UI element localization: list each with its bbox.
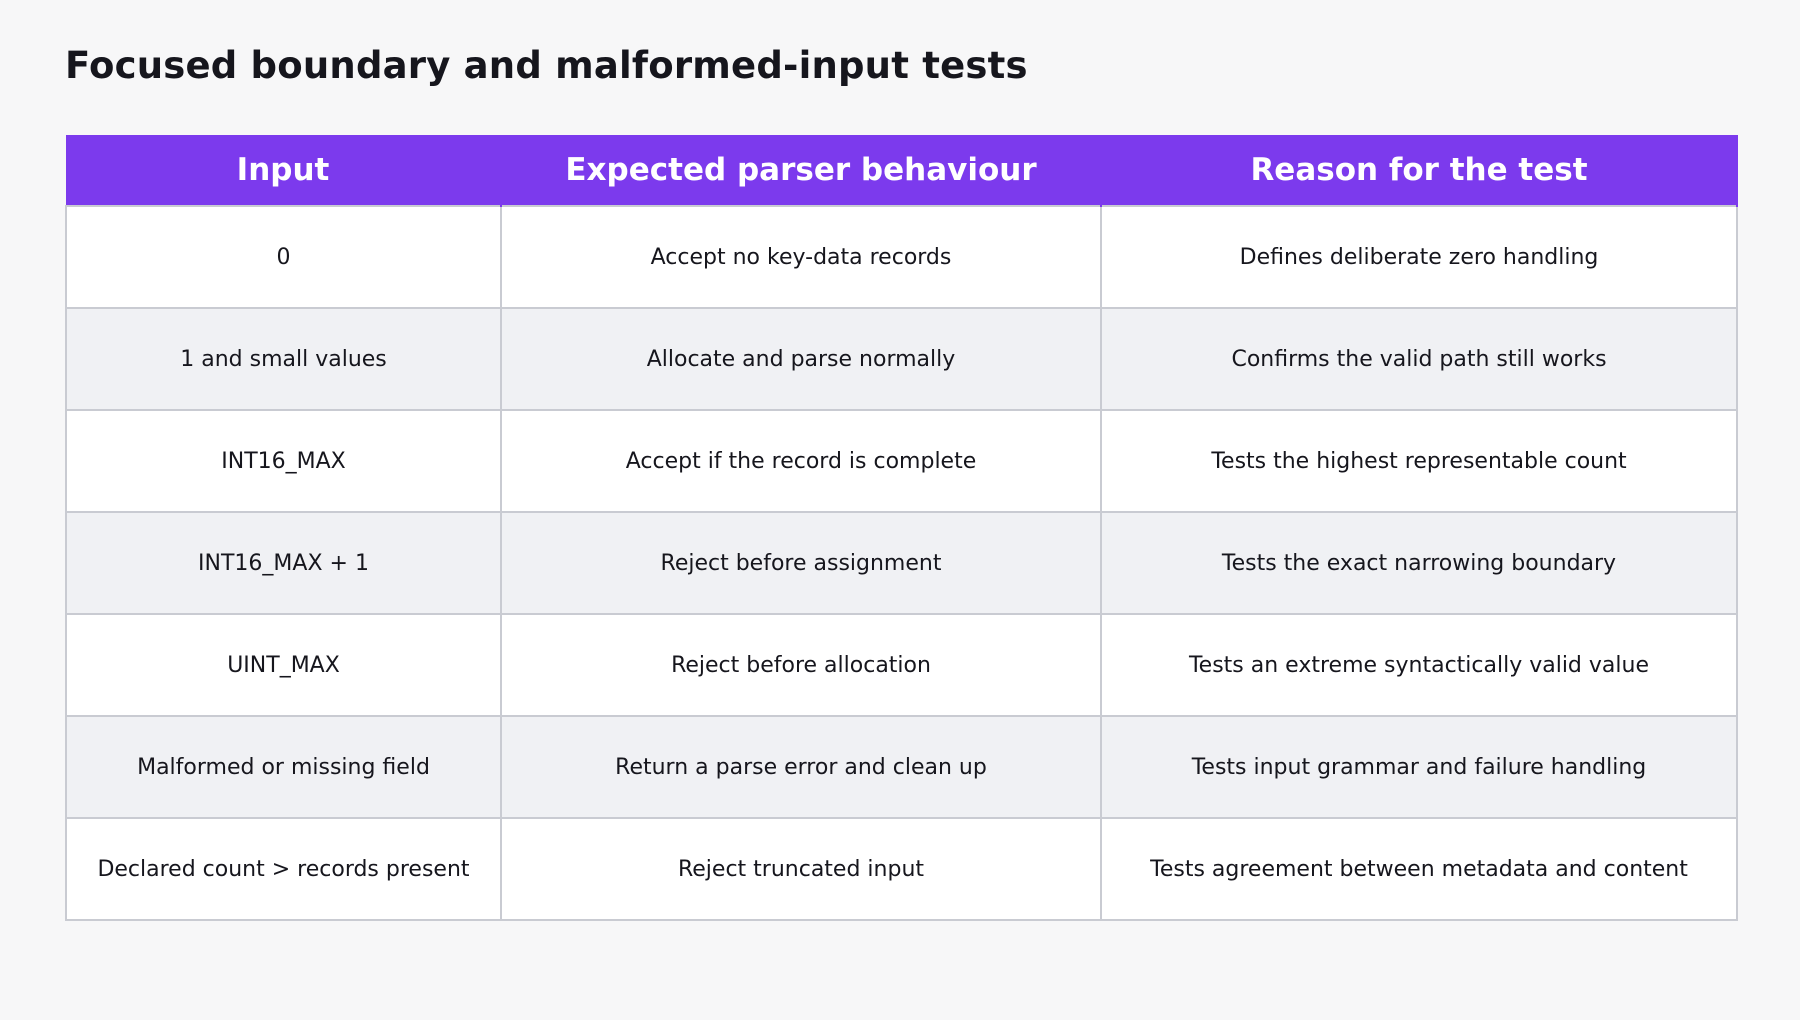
cell-expected-behaviour: Accept no key-data records bbox=[500, 205, 1102, 309]
column-header-input: Input bbox=[66, 135, 502, 206]
test-table: Input Expected parser behaviour Reason f… bbox=[65, 135, 1738, 921]
table-row: INT16_MAX + 1 Reject before assignment T… bbox=[65, 511, 1738, 615]
cell-expected-behaviour: Reject before assignment bbox=[500, 511, 1102, 615]
column-header-expected-behaviour: Expected parser behaviour bbox=[501, 135, 1102, 206]
cell-reason: Tests an extreme syntactically valid val… bbox=[1100, 613, 1738, 717]
cell-expected-behaviour: Accept if the record is complete bbox=[500, 409, 1102, 513]
table-row: UINT_MAX Reject before allocation Tests … bbox=[65, 613, 1738, 717]
table-header: Input Expected parser behaviour Reason f… bbox=[66, 135, 1738, 206]
cell-input: INT16_MAX + 1 bbox=[65, 511, 502, 615]
table-row: Malformed or missing field Return a pars… bbox=[65, 715, 1738, 819]
table-body: 0 Accept no key-data records Defines del… bbox=[65, 205, 1738, 921]
cell-input: Malformed or missing field bbox=[65, 715, 502, 819]
cell-reason: Tests the highest representable count bbox=[1100, 409, 1738, 513]
page-title: Focused boundary and malformed-input tes… bbox=[65, 44, 1028, 87]
cell-expected-behaviour: Return a parse error and clean up bbox=[500, 715, 1102, 819]
cell-input: 1 and small values bbox=[65, 307, 502, 411]
table-row: Declared count > records present Reject … bbox=[65, 817, 1738, 921]
cell-expected-behaviour: Allocate and parse normally bbox=[500, 307, 1102, 411]
table-row: 0 Accept no key-data records Defines del… bbox=[65, 205, 1738, 309]
cell-input: INT16_MAX bbox=[65, 409, 502, 513]
cell-expected-behaviour: Reject before allocation bbox=[500, 613, 1102, 717]
table-row: 1 and small values Allocate and parse no… bbox=[65, 307, 1738, 411]
cell-input: Declared count > records present bbox=[65, 817, 502, 921]
table-row: INT16_MAX Accept if the record is comple… bbox=[65, 409, 1738, 513]
column-header-reason: Reason for the test bbox=[1101, 135, 1738, 206]
cell-reason: Confirms the valid path still works bbox=[1100, 307, 1738, 411]
cell-reason: Defines deliberate zero handling bbox=[1100, 205, 1738, 309]
cell-reason: Tests agreement between metadata and con… bbox=[1100, 817, 1738, 921]
cell-reason: Tests input grammar and failure handling bbox=[1100, 715, 1738, 819]
cell-reason: Tests the exact narrowing boundary bbox=[1100, 511, 1738, 615]
cell-expected-behaviour: Reject truncated input bbox=[500, 817, 1102, 921]
cell-input: UINT_MAX bbox=[65, 613, 502, 717]
header-row: Input Expected parser behaviour Reason f… bbox=[66, 135, 1738, 206]
cell-input: 0 bbox=[65, 205, 502, 309]
